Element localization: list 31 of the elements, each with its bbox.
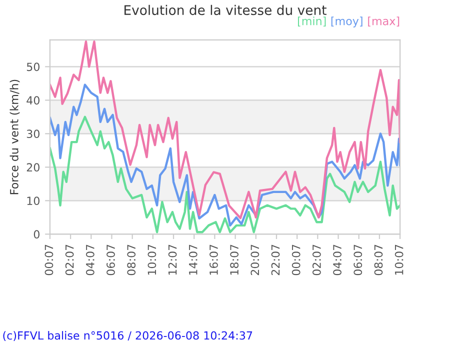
x-tick-label: 20:07 — [250, 244, 260, 276]
x-tick-label: 04:07 — [86, 244, 94, 276]
y-tick-label: 40 — [26, 96, 40, 105]
text: [moy] — [331, 16, 362, 28]
chart-title: Evolution de la vitesse du vent — [124, 4, 326, 16]
y-tick-label: 0 — [34, 230, 40, 239]
text: [min] — [298, 16, 326, 27]
x-tick-label: 08:07 — [127, 244, 136, 276]
x-tick-label: 22:07 — [271, 244, 280, 276]
x-tick-label: 02:07 — [65, 244, 74, 276]
x-tick-label: 06:07 — [354, 244, 362, 276]
x-tick-label: 18:07 — [230, 244, 239, 275]
y-tick-label: 50 — [26, 62, 40, 72]
y-tick-label: 30 — [26, 130, 40, 138]
y-axis-title: Force du vent (km/h) — [10, 80, 20, 194]
text: [max] — [368, 16, 400, 27]
x-tick-label: 00:07 — [292, 244, 300, 276]
x-tick-label: 12:07 — [168, 244, 177, 275]
x-tick-label: 02:07 — [312, 244, 321, 276]
x-tick-label: 00:07 — [44, 244, 54, 276]
x-tick-label: 16:07 — [210, 244, 218, 275]
x-tick-label: 14:07 — [188, 244, 198, 275]
y-tick-label: 20 — [26, 163, 40, 172]
text: (c)FFVL balise n°5016 / 2026-06-08 10:24:37 — [3, 331, 252, 341]
x-tick-label: 10:07 — [394, 244, 404, 275]
x-tick-label: 08:07 — [374, 244, 383, 276]
x-tick-label: 06:07 — [106, 244, 115, 276]
x-tick-label: 10:07 — [148, 244, 156, 275]
y-tick-label: 10 — [27, 196, 40, 206]
line-series — [50, 84, 400, 227]
x-tick-label: 04:07 — [333, 244, 342, 276]
